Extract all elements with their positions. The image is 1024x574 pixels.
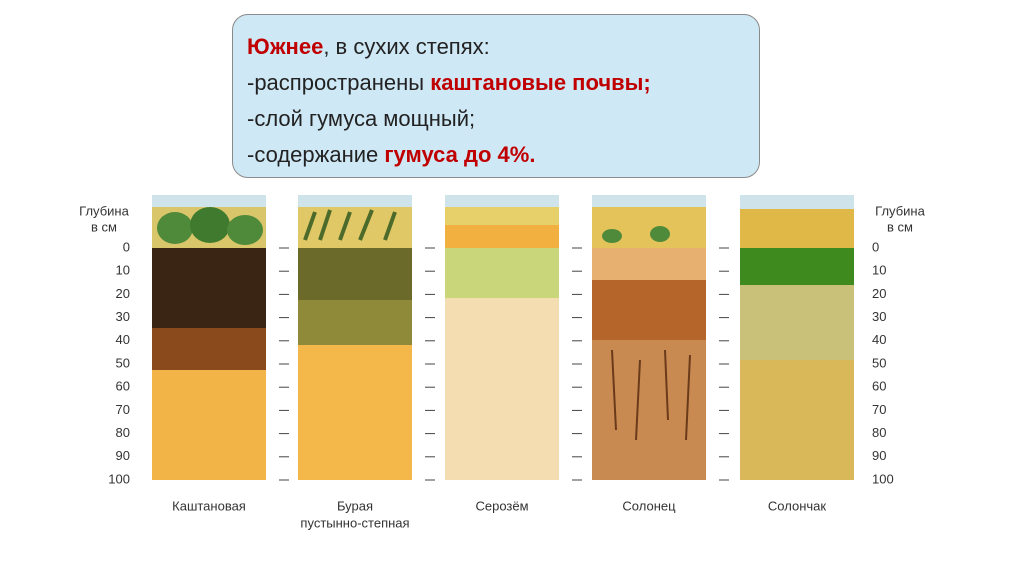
depth-label: 10 bbox=[872, 263, 886, 278]
depth-label: 50 bbox=[872, 355, 886, 370]
highlight: каштановые почвы; bbox=[430, 70, 651, 95]
soil-name: Каштановая bbox=[172, 498, 246, 513]
text: -распространены bbox=[247, 70, 431, 95]
soil-column bbox=[445, 195, 559, 480]
text-box: Южнее, в сухих степях: -распространены к… bbox=[232, 14, 760, 178]
depth-label: 30 bbox=[116, 309, 130, 324]
depth-label: 100 bbox=[108, 471, 130, 486]
depth-title: Глубина bbox=[79, 203, 129, 218]
depth-label: 20 bbox=[116, 286, 130, 301]
depth-label: 60 bbox=[872, 379, 886, 394]
depth-label: 20 bbox=[872, 286, 886, 301]
soil-column bbox=[298, 195, 412, 480]
highlight: Южнее bbox=[247, 34, 324, 59]
highlight: гумуса до 4%. bbox=[384, 142, 536, 167]
soil-name: Солончак bbox=[768, 498, 826, 513]
depth-label: 80 bbox=[116, 425, 130, 440]
depth-label: 40 bbox=[116, 332, 130, 347]
depth-label: 50 bbox=[116, 355, 130, 370]
depth-label: 30 bbox=[872, 309, 886, 324]
depth-label: 90 bbox=[116, 448, 130, 463]
line: -распространены каштановые почвы; bbox=[247, 65, 759, 101]
depth-label: 70 bbox=[872, 402, 886, 417]
depth-label: 0 bbox=[123, 239, 130, 254]
depth-title: Глубина bbox=[875, 203, 925, 218]
depth-label: 40 bbox=[872, 332, 886, 347]
soil-name: Бурая bbox=[337, 498, 373, 513]
depth-label: 60 bbox=[116, 379, 130, 394]
text: , в сухих степях: bbox=[323, 34, 490, 59]
soil-column bbox=[152, 195, 266, 480]
soil-column bbox=[592, 195, 706, 480]
line: -слой гумуса мощный; bbox=[247, 106, 476, 131]
soil-name: Солонец bbox=[622, 498, 676, 513]
text: -содержание bbox=[247, 142, 385, 167]
depth-label: 0 bbox=[872, 239, 879, 254]
depth-label: 100 bbox=[872, 471, 894, 486]
soil-column bbox=[740, 195, 854, 480]
depth-title: в см bbox=[91, 219, 117, 234]
soil-name: пустынно-степная bbox=[300, 515, 409, 530]
soil-name: Серозём bbox=[475, 498, 528, 513]
line: -содержание гумуса до 4%. bbox=[247, 137, 759, 173]
depth-label: 10 bbox=[116, 263, 130, 278]
depth-label: 90 bbox=[872, 448, 886, 463]
depth-label: 80 bbox=[872, 425, 886, 440]
depth-label: 70 bbox=[116, 402, 130, 417]
line: Южнее, в сухих степях: bbox=[247, 29, 759, 65]
depth-title: в см bbox=[887, 219, 913, 234]
